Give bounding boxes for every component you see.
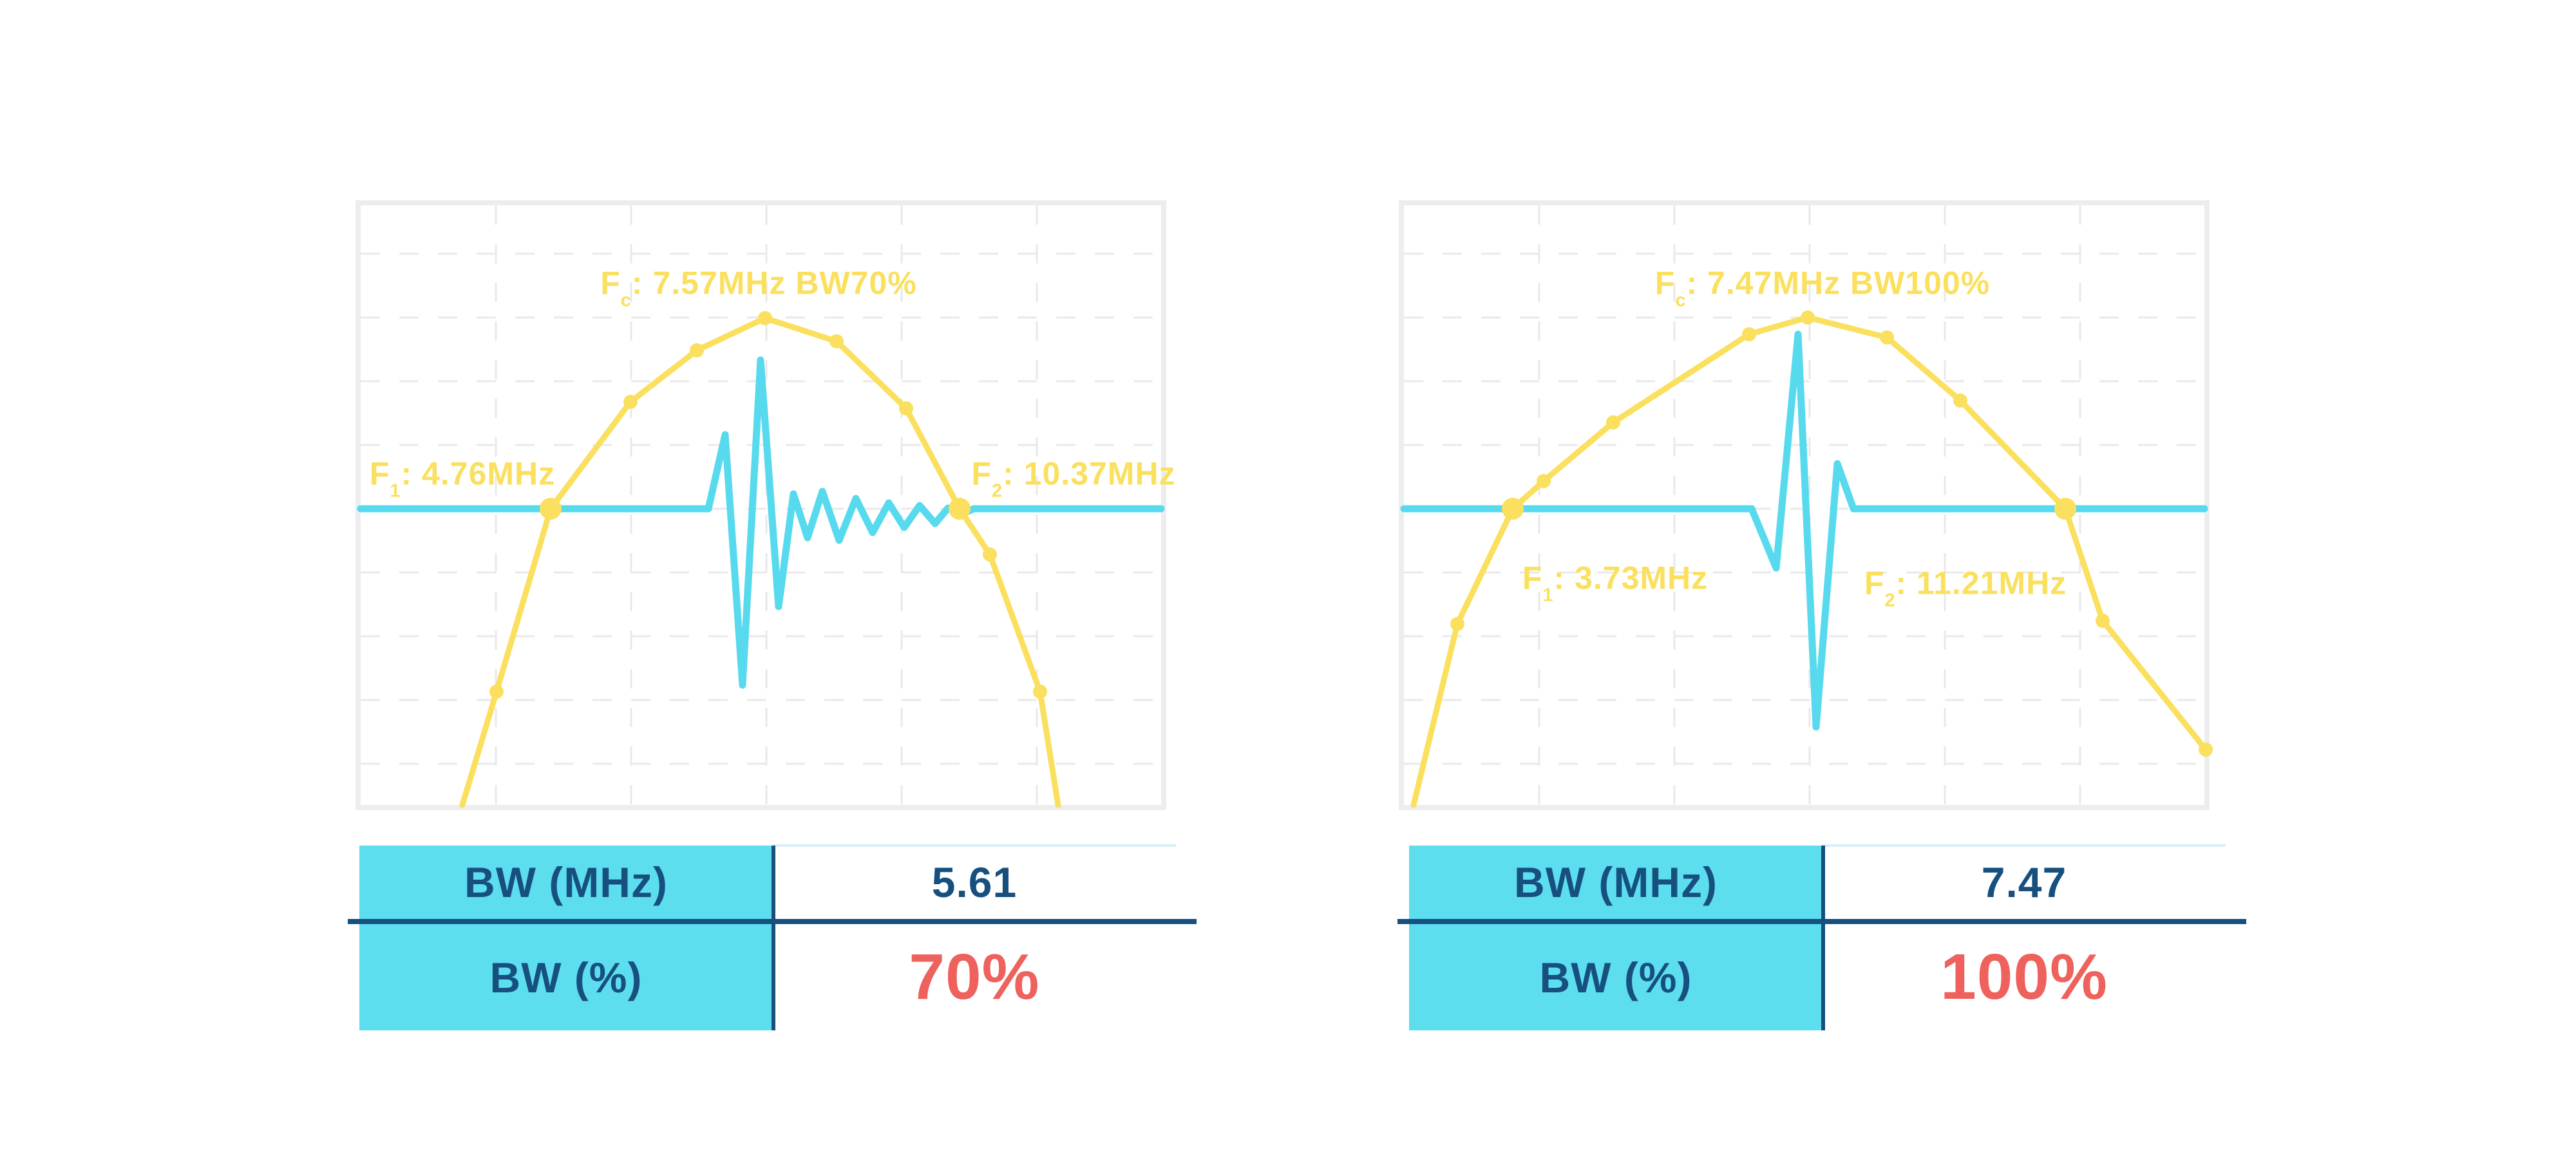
table-top-accent-line xyxy=(1823,844,2226,847)
chart-broadband: Fc: 7.47MHz BW100% F1: 3.73MHz F2: 11.21… xyxy=(1399,200,2213,810)
bw-pct-value: 100% xyxy=(1940,941,2108,1013)
bw-table-broadband: BW (MHz) 7.47 BW (%) 100% xyxy=(1397,844,2246,1030)
table-top-accent-line xyxy=(773,844,1176,847)
table-label-column-background xyxy=(359,846,773,1030)
f1-annotation: F1: 4.76MHz xyxy=(369,455,556,502)
chart-svg-narrowband xyxy=(357,205,1165,808)
bw-table-narrowband: BW (MHz) 5.61 BW (%) 70% xyxy=(348,844,1197,1030)
bw-mhz-value: 7.47 xyxy=(1981,858,2067,906)
table-label-column-background xyxy=(1409,846,1823,1030)
bw-mhz-label: BW (MHz) xyxy=(464,858,668,906)
table-column-divider-line xyxy=(772,846,775,1030)
fc-annotation: Fc: 7.47MHz BW100% xyxy=(1654,265,1991,311)
f2-annotation: F2: 10.37MHz xyxy=(971,455,1176,502)
fc-annotation: Fc: 7.57MHz BW70% xyxy=(600,265,917,311)
table-column-divider-line xyxy=(1821,846,1825,1030)
f2-annotation: F2: 11.21MHz xyxy=(1864,565,2067,611)
chart-narrowband: Fc: 7.57MHz BW70% F1: 4.76MHz F2: 10.37M… xyxy=(355,200,1175,810)
chart-svg-broadband xyxy=(1400,205,2213,808)
bw-mhz-value: 5.61 xyxy=(931,858,1018,906)
bw-pct-value: 70% xyxy=(909,941,1040,1013)
bw-pct-label: BW (%) xyxy=(489,953,643,1001)
bw-pct-label: BW (%) xyxy=(1539,953,1692,1001)
f1-annotation: F1: 3.73MHz xyxy=(1522,560,1709,606)
bw-mhz-label: BW (MHz) xyxy=(1514,858,1718,906)
